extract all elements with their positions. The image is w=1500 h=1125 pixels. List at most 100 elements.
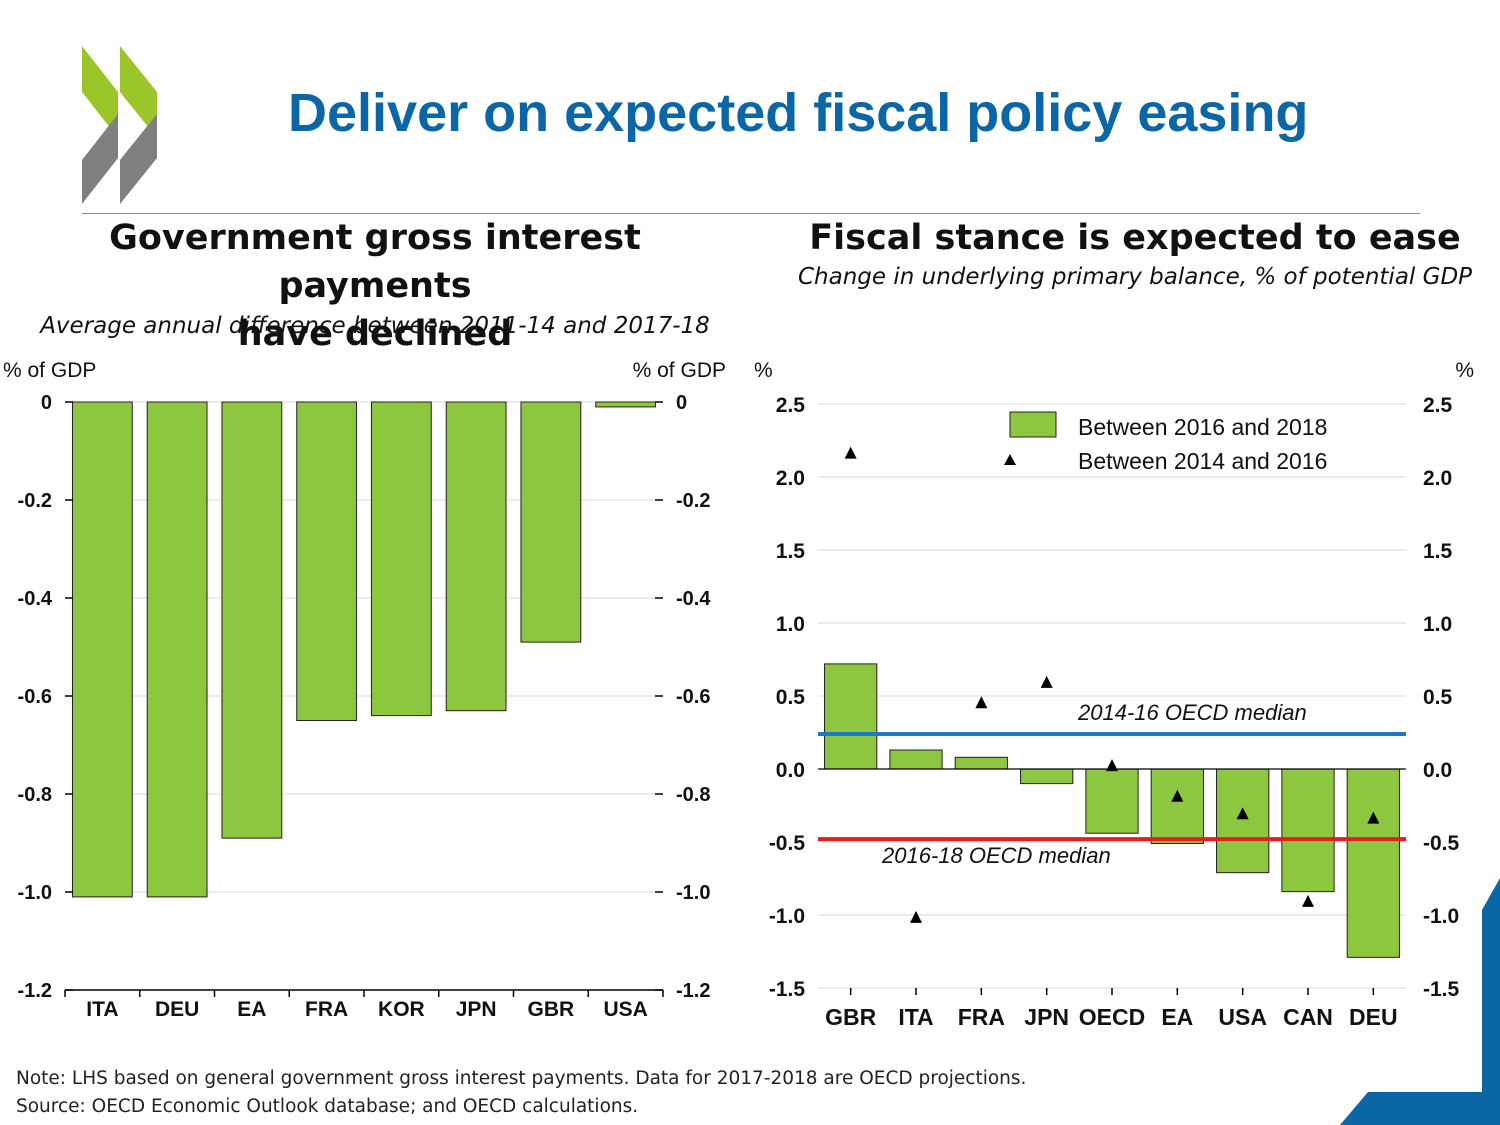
bar-ita [889,749,943,770]
right-panel-subtitle: Change in underlying primary balance, % … [797,264,1473,290]
fiscal-stance-chart: % % 2014-16 OECD median 2016-18 OECD medi… [754,359,1474,1030]
y-tick-label-right: -1.0 [1423,905,1459,928]
x-tick-label: CAN [1283,1004,1333,1030]
y-tick-label-left: -1.2 [18,980,52,1002]
logo-chevron-top-left [82,46,118,138]
y-tick-label-right: 1.5 [1423,540,1453,563]
marker-can [1302,894,1314,907]
interest-payments-chart: % of GDP % of GDP 0 0 -0.2 -0.2 -0.4 -0.4 -0.6… [3,359,726,1021]
x-tick-label: USA [1218,1004,1267,1030]
y-tick-label-left: -1.0 [18,882,52,904]
y-tick-label-right: -1.5 [1423,978,1460,1001]
y-tick-label-left: 2.5 [776,394,806,417]
left-panel-title: Government gross interest payments have … [20,214,730,358]
x-tick-label: OECD [1079,1004,1145,1030]
y-tick-label-right: 2.0 [1423,467,1452,490]
slide-title: Deliver on expected fiscal policy easing [288,83,1309,143]
x-tick-label: GBR [528,998,575,1021]
y-tick-label-left: 1.0 [776,613,805,636]
marker-ita [910,910,922,923]
marker-deu [1367,811,1380,824]
marker-oecd [1106,759,1118,772]
legend-swatch-bar [1009,411,1057,438]
logo-chevron-bottom-right [120,114,157,204]
left-panel-subtitle: Average annual difference between 2011-1… [40,313,710,339]
y-tick-label-right: 0.5 [1423,686,1453,709]
legend-label-marker: Between 2014 and 2016 [1078,448,1327,474]
right-panel-title: Fiscal stance is expected to ease [809,218,1461,258]
y-tick-label-right: -0.8 [676,784,710,806]
chart-note: Note: LHS based on general government gr… [16,1068,1027,1089]
bar-deu [1346,768,1400,958]
corner-stripe-vertical [1482,878,1500,1125]
bar-gbr [824,663,878,770]
marker-jpn [1040,675,1053,688]
y-tick-label-left: 0 [41,392,52,414]
y-tick-label-left: 1.5 [776,540,806,563]
left-y-unit-label: % [754,359,773,382]
bar-ea [221,401,283,839]
bar-usa [595,401,657,408]
marker-ea [1171,789,1184,802]
marker-usa [1236,807,1249,820]
left-panel-title-line2: have declined [237,314,513,354]
right-y-unit-label: % [1455,359,1474,382]
legend: Between 2016 and 2018 Between 2014 and 2… [1004,411,1327,474]
y-tick-label-left: -1.0 [769,905,805,928]
bar-can [1281,768,1335,893]
x-tick-label: EA [1161,1004,1193,1030]
bar-fra [296,401,358,721]
x-tick-label: FRA [958,1004,1005,1030]
y-tick-label-right: 1.0 [1423,613,1452,636]
bar-jpn [1020,768,1074,785]
chart-source: Source: OECD Economic Outlook database; … [16,1096,639,1117]
y-tick-label-right: 2.5 [1423,394,1453,417]
corner-stripe-horizontal [1340,1092,1482,1125]
oecd-logo [82,46,157,204]
median-label-2014-16: 2014-16 OECD median [1077,700,1307,725]
y-tick-label-right: -1.0 [676,882,710,904]
y-tick-label-left: 0.5 [776,686,806,709]
x-tick-label: EA [237,998,266,1021]
median-label-2016-18: 2016-18 OECD median [881,843,1111,868]
y-tick-label-right: -0.6 [676,686,710,708]
bar-ea [1150,768,1204,844]
bar-usa [1216,768,1270,874]
marker-fra [975,696,988,709]
x-tick-label: FRA [305,998,348,1021]
legend-label-bar: Between 2016 and 2018 [1078,414,1327,440]
bar-kor [370,401,432,717]
y-tick-label-left: -1.5 [769,978,806,1001]
y-tick-label-left: -0.8 [18,784,52,806]
y-tick-label-left: -0.6 [18,686,52,708]
y-tick-label-right: -1.2 [676,980,710,1002]
x-tick-label: GBR [825,1004,877,1030]
y-tick-label-right: 0.0 [1423,759,1452,782]
x-tick-label: DEU [155,998,199,1021]
left-y-unit-label: % of GDP [3,359,96,382]
y-tick-label-left: -0.5 [769,832,806,855]
title-divider [82,213,1420,214]
x-tick-label: DEU [1349,1004,1398,1030]
logo-chevron-bottom-left [82,114,118,204]
bar-jpn [445,401,507,712]
right-y-unit-label: % of GDP [633,359,726,382]
x-tick-label: KOR [378,998,425,1021]
y-tick-label-right: -0.4 [676,588,711,610]
x-tick-label: USA [603,998,647,1021]
marker-gbr [844,446,857,459]
legend-marker-triangle [1004,454,1016,465]
bar-fra [954,756,1008,770]
x-tick-label: JPN [1024,1004,1069,1030]
y-tick-label-left: 0.0 [776,759,805,782]
y-tick-label-right: 0 [676,392,687,414]
left-panel-title-line1: Government gross interest payments [109,218,641,306]
x-tick-label: ITA [86,998,118,1021]
logo-chevron-top-right [120,46,157,138]
bar-deu [146,401,208,898]
y-tick-label-left: -0.2 [18,490,52,512]
bar-gbr [520,401,582,643]
y-tick-label-left: 2.0 [776,467,805,490]
bar-ita [71,401,133,898]
x-tick-label: JPN [456,998,497,1021]
